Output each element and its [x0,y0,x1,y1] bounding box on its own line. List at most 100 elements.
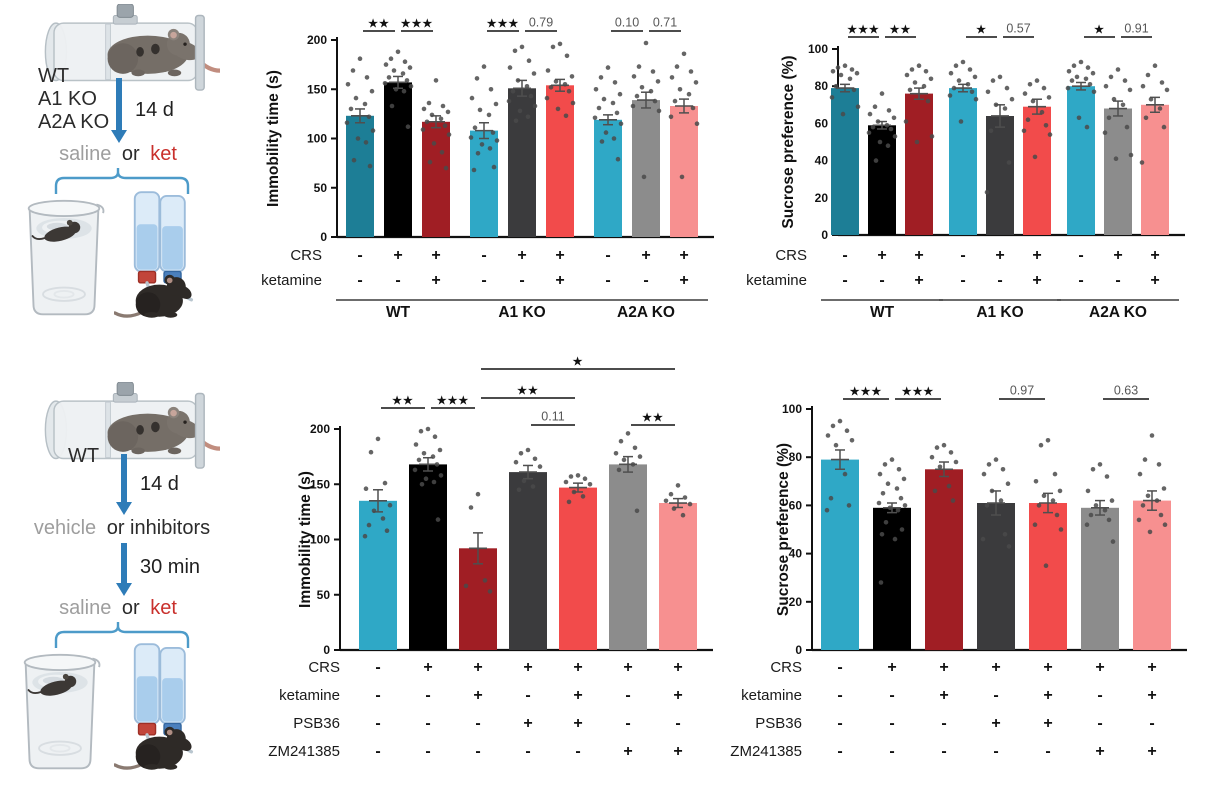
treatment-cell: - [837,743,842,760]
y-tick-label: 60 [789,498,803,512]
bar [422,121,450,237]
data-point [965,82,971,87]
bar [868,125,896,235]
treatment-cell: - [1097,687,1102,704]
data-point [442,123,448,128]
data-point [493,101,499,107]
data-point [887,505,893,511]
treatment-cell: - [997,272,1002,289]
data-point [402,59,408,64]
data-point [440,103,446,109]
data-point [830,69,836,74]
data-point [445,109,451,115]
significance-label: ★★★ [487,18,520,30]
data-point [563,479,569,485]
data-point [1111,96,1117,102]
data-point [528,93,534,99]
data-point [932,488,938,494]
treatment-cell: + [1032,272,1041,289]
data-point [1161,486,1167,491]
data-point [663,498,669,504]
data-point [1032,522,1038,527]
bar [609,464,647,650]
data-point [479,142,485,147]
data-point [694,121,700,126]
treatment-label: saline or ket [59,597,177,619]
y-tick-label: 0 [320,230,327,244]
data-point [1127,87,1133,93]
data-point [515,78,521,83]
data-point [882,462,888,467]
data-point [563,113,569,119]
data-point [434,462,440,467]
data-point [530,484,536,489]
data-point [1065,85,1071,91]
data-point [984,503,990,508]
data-point [488,87,494,92]
data-point [630,462,636,467]
sucrose-bottles-illustration [114,642,196,770]
data-point [613,451,619,456]
y-axis-label: Immobility time (s) [297,471,314,608]
data-point [582,476,588,481]
treatment-cell: - [475,743,480,760]
data-point [1108,74,1114,80]
significance-label: ★★★ [437,395,470,407]
data-point [350,68,356,73]
treatment-row-label: PSB36 [293,715,340,732]
data-point [566,499,572,505]
data-point [880,491,886,496]
treatment-cell: + [517,247,526,264]
data-point [405,124,411,129]
data-point [408,84,414,89]
data-point [828,495,834,501]
significance-label: 0.97 [1010,384,1034,398]
data-point [386,75,392,80]
treatment-cell: + [393,247,402,264]
data-point [369,88,375,94]
y-tick-label: 200 [307,33,327,47]
data-point [1006,544,1012,549]
data-point [353,95,359,101]
data-point [1103,83,1109,89]
data-point [1152,63,1158,68]
treatment-cell: - [425,687,430,704]
data-point [928,76,934,82]
data-point [1009,96,1015,102]
data-point [382,480,388,486]
data-point [433,78,439,83]
treatment-cell: + [673,743,682,760]
y-axis-label: Immobility time (s) [265,70,282,207]
treatment-cell: - [842,247,847,264]
data-point [668,114,674,120]
data-point [872,104,878,109]
data-point [1139,160,1145,165]
data-point [824,507,830,513]
data-point [855,104,861,109]
restraint-tube-illustration [45,4,228,90]
data-point [902,503,908,508]
data-point [564,53,570,59]
duration1-label: 14 d [140,473,179,495]
data-point [846,503,852,508]
data-point [412,467,418,473]
data-point [849,438,855,443]
data-point [876,500,882,506]
data-point [986,462,992,467]
data-point [531,71,537,76]
data-point [825,433,831,438]
data-point [1161,124,1167,130]
data-point [596,105,602,111]
data-point [1104,474,1110,479]
treatment-row-label: CRS [770,659,802,676]
y-tick-label: 0 [795,643,802,657]
sucrose-inhibitors-svg: 0 20 40 60 80 100 Sucrose preference (%) ★★★ ★★★… [730,384,1187,760]
data-point [507,65,513,70]
data-point [481,64,487,69]
data-point [993,102,999,108]
significance-label: ★ [573,356,584,368]
data-point [879,91,885,96]
treatment-cell: - [375,687,380,704]
treatment-cell: - [1149,715,1154,732]
data-point [934,445,940,450]
